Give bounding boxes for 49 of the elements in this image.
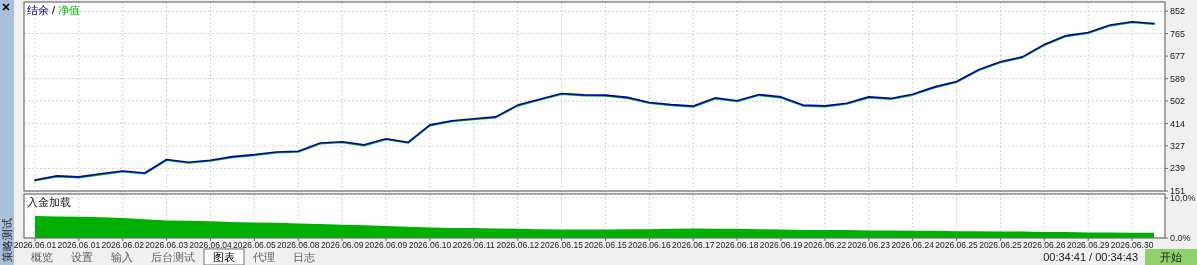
text: 概览 (31, 251, 53, 263)
text: 后台测试 (151, 251, 195, 263)
x-tick-label: 2026.06.16 (628, 240, 671, 250)
x-tick-label: 2026.06.24 (891, 240, 935, 250)
x-tick-label: 2026.06.02 (101, 240, 145, 250)
y-tick-label: 239 (1170, 163, 1186, 174)
y-tick-label: 677 (1170, 51, 1186, 62)
chart-title: 入金加载 (27, 196, 71, 208)
x-tick-label: 2026.06.12 (496, 240, 540, 250)
x-tick-label: 2026.06.18 (715, 240, 759, 250)
text: 净值 (58, 4, 81, 16)
x-tick-label: 2026.06.09 (320, 240, 364, 250)
x-tick-label: 2026.06.26 (1023, 240, 1066, 250)
x-tick-label: 2026.06.29 (1066, 240, 1110, 250)
x-tick-label: 2026.06.23 (847, 240, 891, 250)
y-tick-label: 852 (1170, 6, 1186, 17)
x-tick-label: 2026.06.09 (364, 240, 408, 250)
text: 策略测试 (1, 218, 13, 262)
x-tick-label: 2026.06.05 (233, 240, 276, 250)
text: 设置 (71, 251, 93, 263)
x-tick-label: 2026.06.11 (452, 240, 496, 250)
x-tick-label: 2026.06.22 (803, 240, 847, 250)
text: 00:34:41 / 00:34:43 (1043, 251, 1138, 263)
text: 输入 (111, 251, 133, 263)
x-tick-label: 2026.06.08 (277, 240, 320, 250)
text: 日志 (293, 251, 315, 263)
y-tick-label: 414 (1170, 118, 1186, 129)
annotation: / (49, 4, 59, 16)
y-tick-label: 765 (1170, 28, 1186, 39)
x-tick-label: 2026.06.25 (935, 240, 979, 250)
text: 结余 (27, 4, 49, 16)
x-tick-label: 2026.06.01 (13, 240, 57, 250)
x-tick-label: 2026.06.19 (759, 240, 803, 250)
y-tick-label: 502 (1170, 95, 1186, 106)
y-tick-label: 327 (1170, 140, 1186, 151)
y-tick-label: 589 (1170, 73, 1186, 84)
x-tick-label: 2026.06.15 (584, 240, 628, 250)
x-tick-label: 2026.06.30 (1110, 240, 1154, 250)
text: 开始 (1160, 251, 1182, 263)
x-tick-label: 2026.06.17 (671, 240, 715, 250)
text: 图表 (213, 251, 235, 263)
x-tick-label: 2026.06.04 (189, 240, 233, 250)
x-tick-label: 2026.06.01 (57, 240, 101, 250)
text: 代理 (252, 251, 275, 263)
x-tick-label: 2026.06.10 (408, 240, 452, 250)
y-tick-label: 0.0% (1170, 233, 1191, 243)
x-tick-label: 2026.06.03 (145, 240, 189, 250)
x-tick-label: 2026.06.25 (979, 240, 1022, 250)
x-tick-label: 2026.06.15 (540, 240, 584, 250)
